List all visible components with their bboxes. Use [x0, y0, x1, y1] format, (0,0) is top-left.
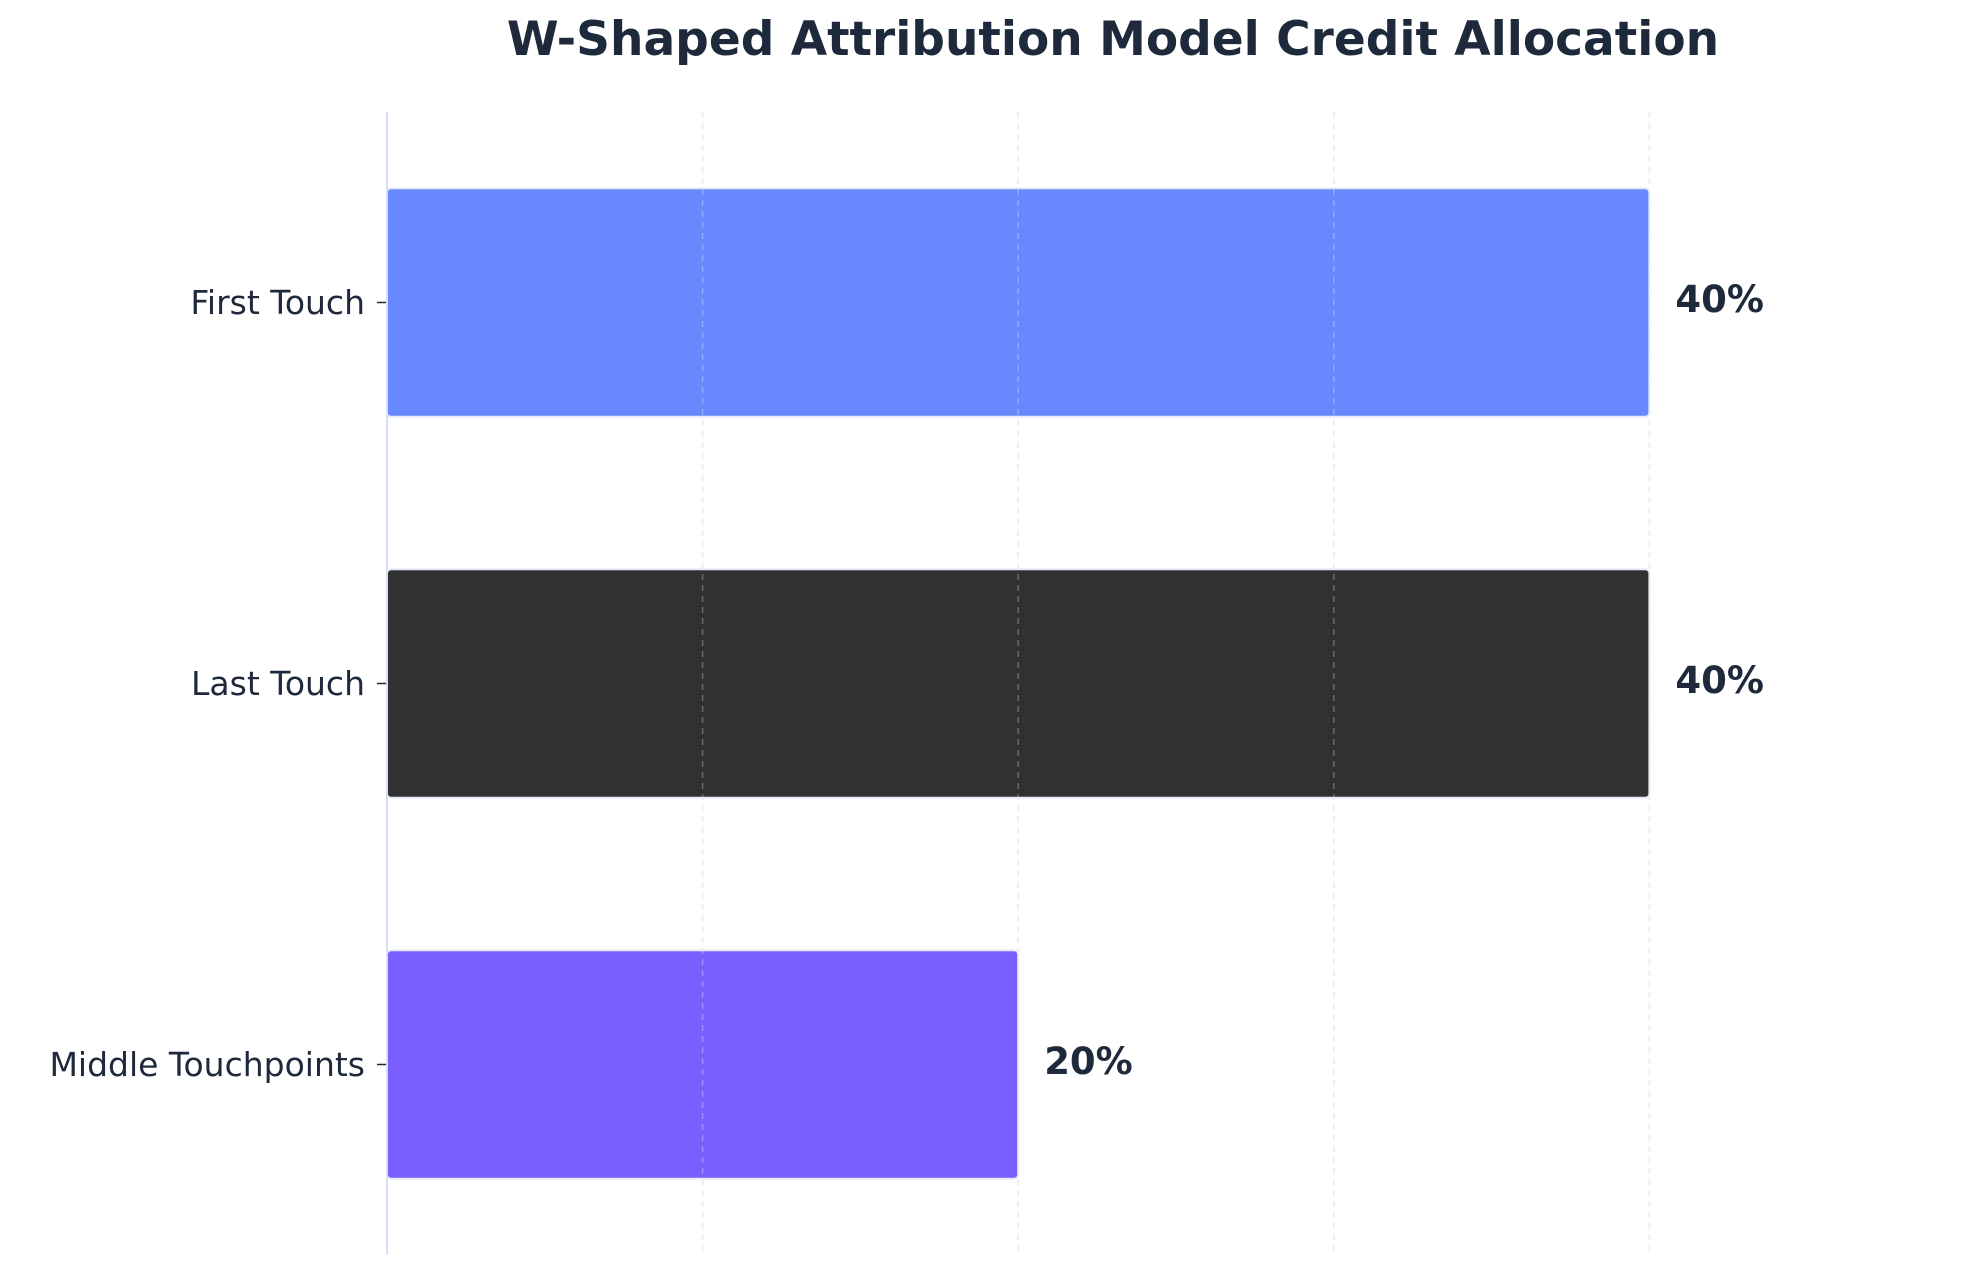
y-tick-label: Last Touch [191, 664, 365, 703]
y-tick-label: First Touch [190, 283, 365, 322]
chart-title: W-Shaped Attribution Model Credit Alloca… [507, 12, 1719, 67]
bars [386, 187, 1651, 1180]
data-label: 40% [1675, 659, 1764, 702]
data-label: 40% [1675, 278, 1764, 321]
data-label: 20% [1044, 1040, 1133, 1083]
y-tick-label: Middle Touchpoints [49, 1045, 365, 1084]
labels: First Touch 40% Last Touch 40% Middle Touchp… [49, 278, 1764, 1084]
gridlines-overlay [701, 112, 1651, 1255]
y-axis [377, 112, 388, 1255]
